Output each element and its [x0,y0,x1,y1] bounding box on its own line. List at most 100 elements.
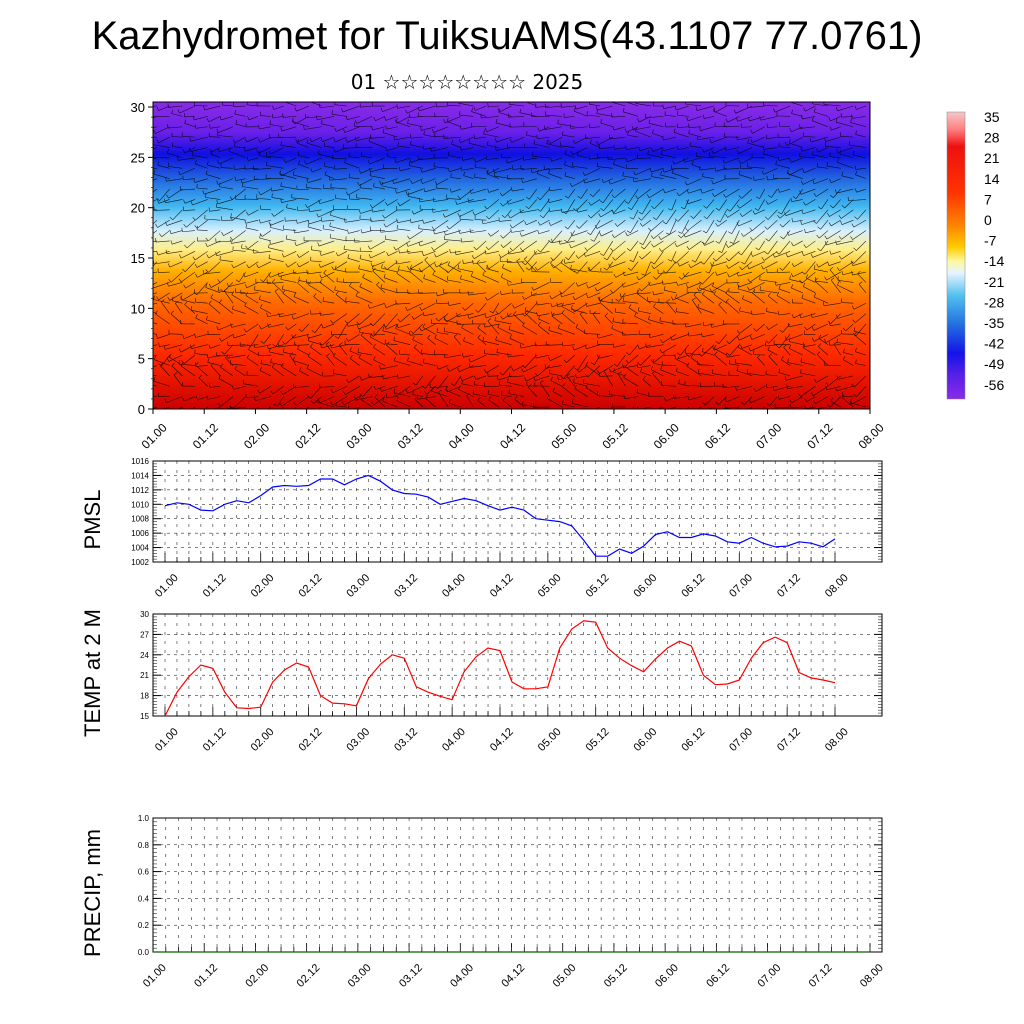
wind-barb-shaft [194,353,208,356]
wind-barb-flag [207,161,209,166]
wind-barb-shaft [853,302,867,310]
wind-barb-flag [583,179,585,184]
panel-frame [152,817,883,953]
wind-barb-flag [544,125,546,130]
wind-barb-flag [829,179,832,183]
wind-barb-shaft [160,365,170,377]
wind-barb-flag [484,205,488,210]
wind-barb-shaft [351,406,360,409]
wind-barb-shaft [245,295,259,304]
wind-barb-flag [272,344,277,347]
wind-barb-shaft [155,126,170,134]
wind-barb-shaft [577,282,588,287]
wind-barb-shaft [456,199,474,205]
wind-barb-flag [519,208,521,213]
wind-barb-flag [835,189,837,194]
wind-barb-flag [280,275,282,280]
x-tick-label: 04.12 [497,420,528,451]
wind-barb-flag [751,289,755,294]
wind-barb-shaft [461,147,474,151]
wind-barb-flag [266,312,268,317]
wind-barb-flag [373,343,376,348]
wind-barb-flag [608,390,611,395]
wind-barb-shaft [791,396,803,404]
wind-barb-shaft [260,363,271,366]
wind-barb-shaft [502,199,512,207]
wind-barb-shaft [234,136,246,144]
wind-barb-shaft [348,156,360,159]
wind-barb-shaft [167,152,183,159]
wind-barb-flag [294,241,297,246]
wind-barb-flag [283,158,286,163]
wind-barb-shaft [844,199,854,209]
wind-barb-shaft [182,135,196,138]
wind-barb-shaft [369,375,385,379]
wind-barb-shaft [672,292,689,301]
wind-barb-flag [608,97,609,101]
wind-barb-shaft [697,136,715,140]
wind-barb-flag [421,251,424,256]
wind-barb-shaft [232,209,246,221]
wind-barb-flag [208,344,211,349]
wind-barb-flag [205,283,208,288]
wind-barb-shaft [612,282,626,294]
wind-barb-flag [548,240,552,244]
wind-barb-flag [196,395,198,400]
wind-barb-shaft [677,126,689,128]
wind-barb-shaft [434,338,449,345]
wind-barb-flag [170,310,174,315]
wind-barb-shaft [418,292,436,294]
wind-barb-shaft [488,399,500,408]
wind-barb-shaft [205,287,221,294]
wind-barb-flag [146,125,147,129]
wind-barb-shaft [774,105,791,113]
wind-barb-flag [458,229,460,234]
wind-barb-flag [627,267,632,271]
wind-barb-flag [215,251,217,256]
wind-barb-flag [611,324,614,329]
wind-barb-flag [652,217,657,220]
wind-barb-flag [371,126,373,131]
wind-barb-flag [268,150,271,155]
wind-barb-flag [443,327,446,332]
wind-barb-flag [534,250,536,255]
wind-barb-shaft [468,292,487,296]
wind-barb-flag [746,369,748,374]
wind-barb-flag [319,342,323,346]
wind-barb-shaft [194,178,208,183]
wind-barb-shaft [194,251,208,261]
wind-barb-shaft [171,240,183,245]
wind-barb-flag [432,270,435,275]
wind-barb-shaft [208,261,221,273]
wind-barb-shaft [533,282,550,291]
wind-barb-shaft [158,136,170,144]
wind-barb-flag [310,400,314,404]
wind-barb-shaft [850,402,867,408]
wind-barb-flag [182,397,185,402]
wind-barb-shaft [387,156,398,159]
wind-barb-shaft [623,282,639,288]
wind-barb-shaft [219,157,234,165]
wind-barb-shaft [407,385,424,394]
wind-barb-shaft [637,188,651,200]
wind-barb-flag [609,368,612,373]
wind-barb-shaft [677,209,689,222]
wind-barb-shaft [747,142,765,148]
wind-barb-flag [341,108,344,113]
colorbar-label: -56 [984,377,1004,393]
wind-barb-shaft [386,323,398,330]
wind-barb-shaft [153,292,158,295]
x-tick-label: 01.12 [201,572,229,600]
wind-barb-shaft [461,126,474,130]
wind-barb-shaft [546,398,563,408]
wind-barb-shaft [598,334,613,339]
wind-barb-flag [335,252,339,257]
wind-barb-shaft [451,188,461,193]
wind-barb-shaft [753,354,765,356]
wind-barb-shaft [653,230,664,239]
wind-barb-shaft [259,126,272,130]
wind-barb-flag [688,264,691,268]
wind-barb-flag [461,379,463,384]
wind-barb-flag [245,291,249,296]
